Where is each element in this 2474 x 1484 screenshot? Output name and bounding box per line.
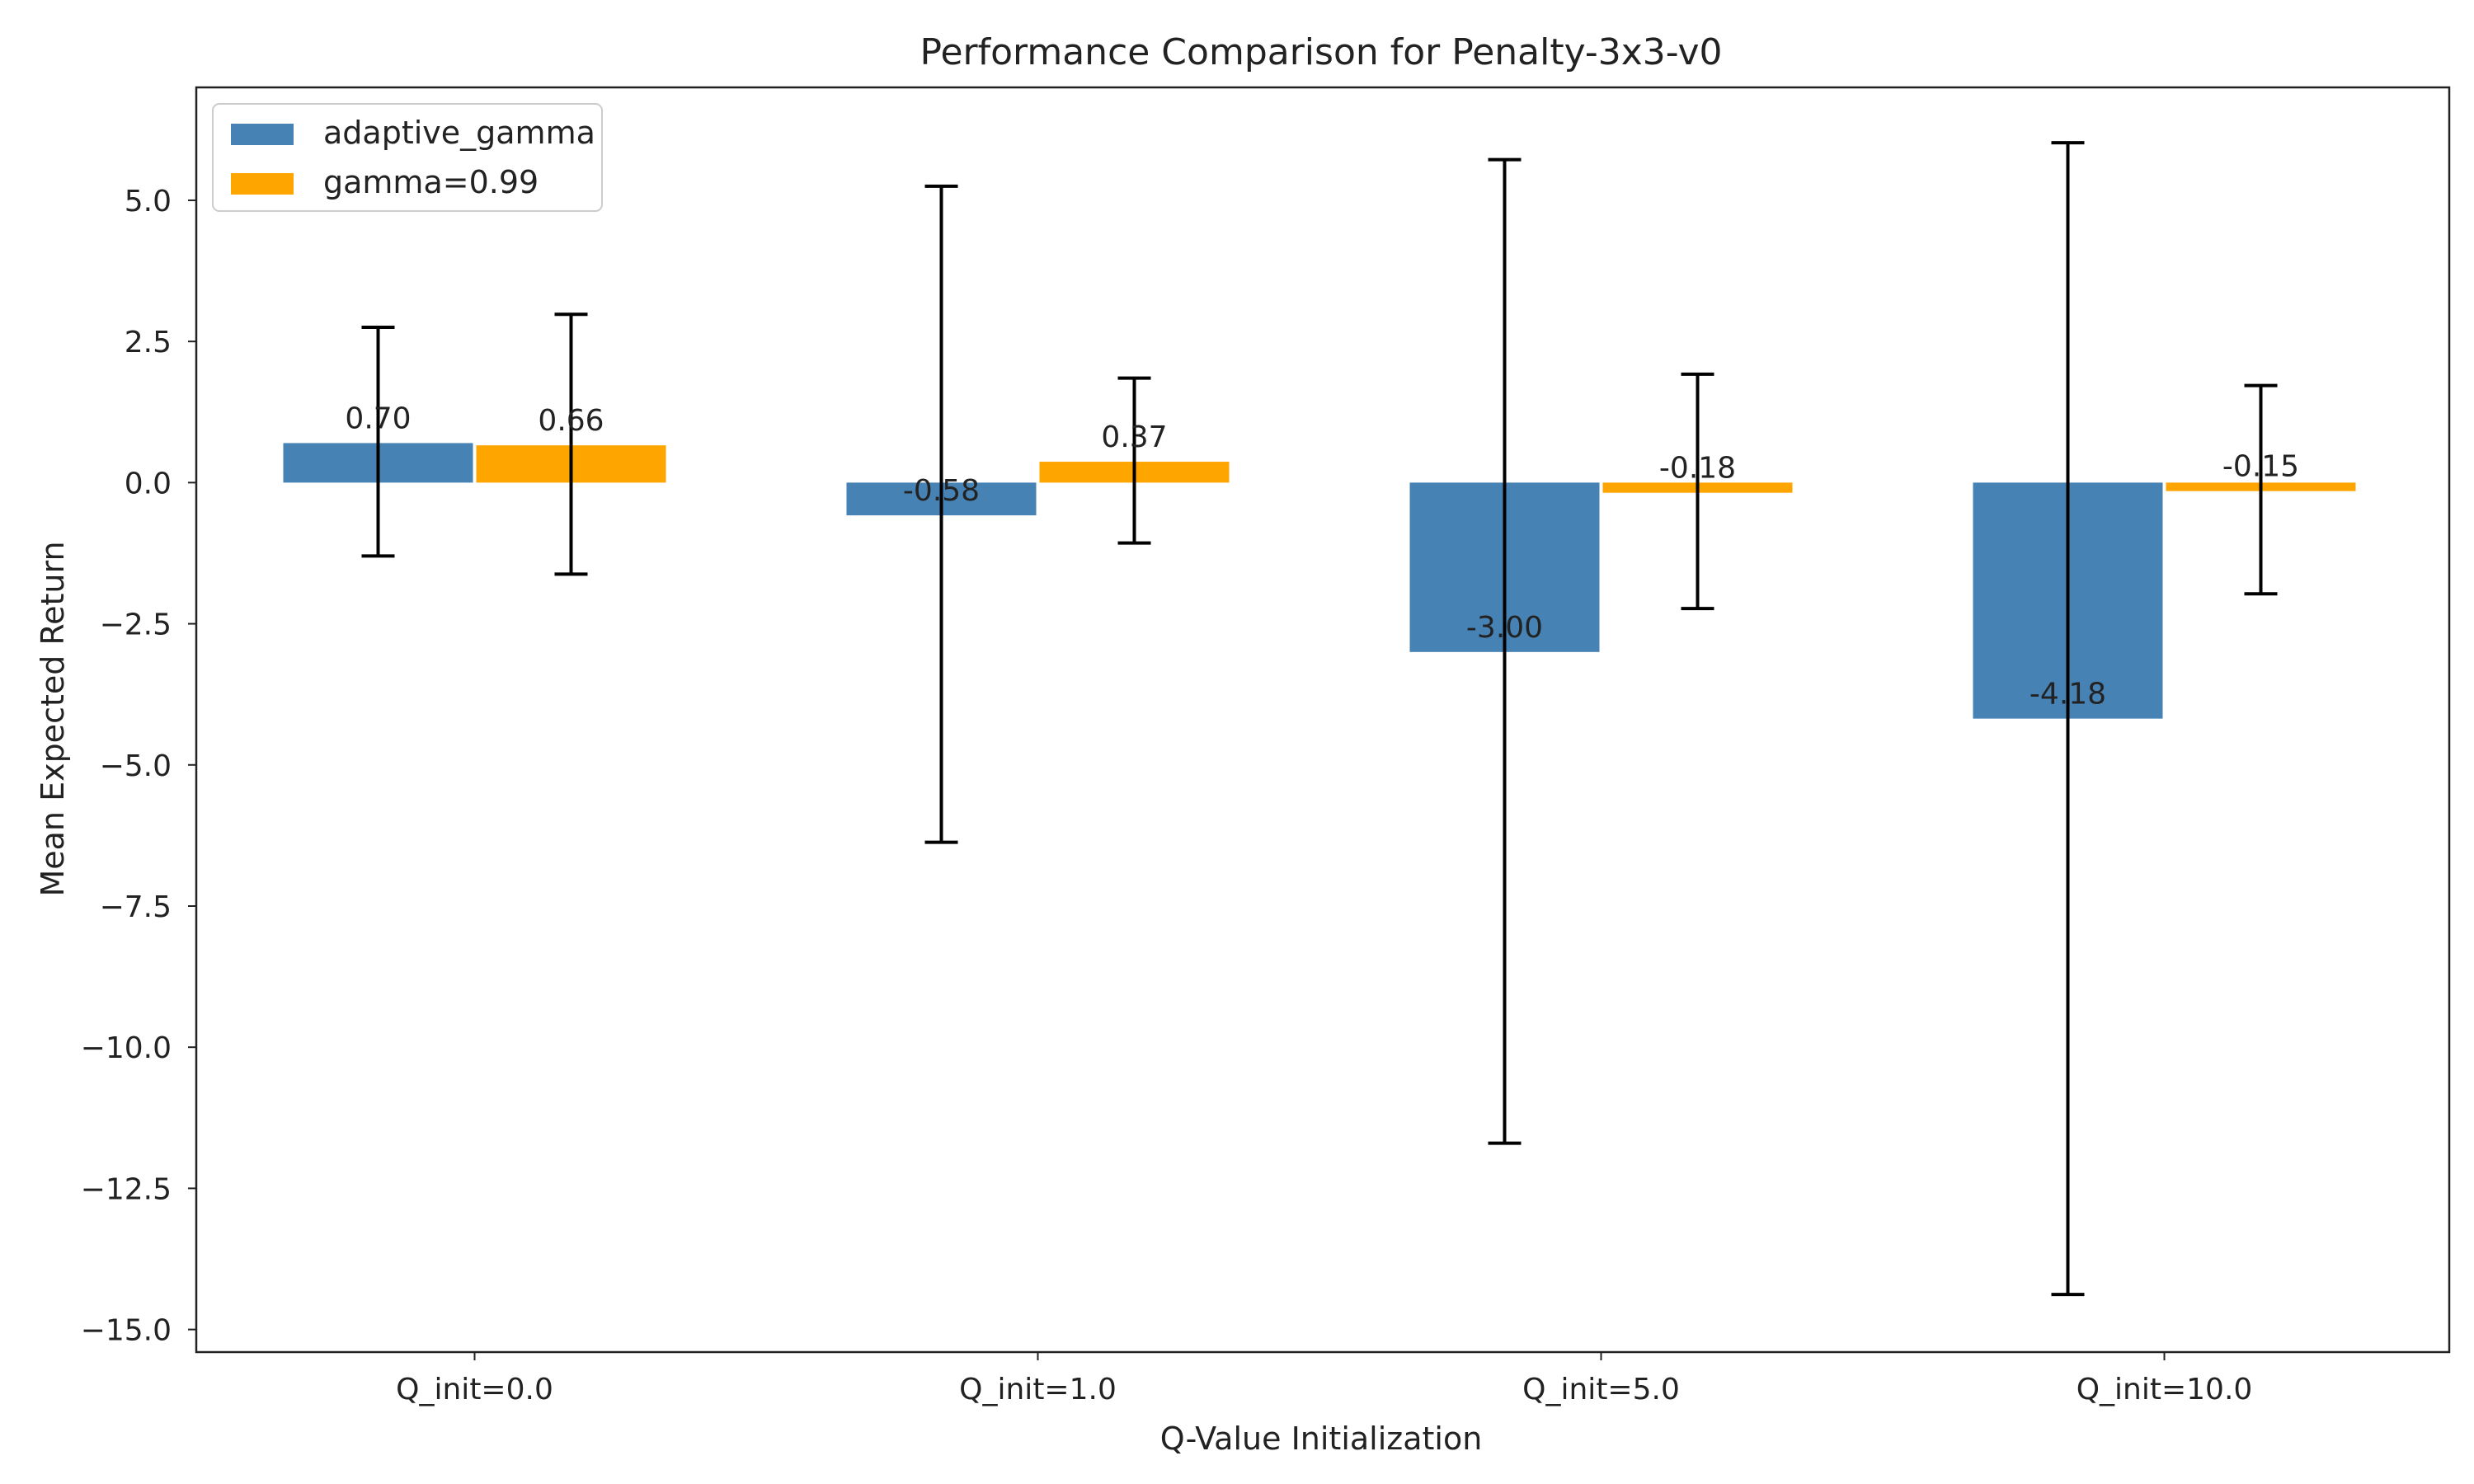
legend-label-adaptive_gamma: adaptive_gamma [323,115,595,151]
y-tick-label: −12.5 [81,1172,172,1206]
legend-box [212,103,603,212]
legend-swatch-gamma=0.99 [231,173,294,195]
x-tick-label: Q_init=5.0 [1522,1373,1680,1407]
y-tick-label: −10.0 [81,1031,172,1065]
data-labels-layer: 0.70 0.66 -0.58 0.37 -3.00 -0.18 -4.18 -0.15 [345,402,2299,711]
y-axis-ticks: 5.0 2.5 0.0 −2.5 −5.0 −7.5 −10.0 −12.5 −15.0 [81,185,196,1348]
data-label: -3.00 [1466,611,1543,645]
error-bars-layer [361,141,2278,1297]
data-label: -0.58 [903,474,980,508]
y-tick-label: −5.0 [100,749,172,783]
y-tick-label: 5.0 [125,185,172,218]
data-label: -4.18 [2030,678,2106,711]
y-tick-label: −15.0 [81,1314,172,1348]
x-tick-label: Q_init=10.0 [2077,1373,2253,1407]
y-tick-label: 2.5 [125,326,172,359]
x-tick-label: Q_init=0.0 [396,1373,553,1407]
x-axis-label: Q-Value Initialization [1160,1421,1483,1457]
legend-swatch-adaptive_gamma [231,124,294,145]
legend: adaptive_gamma gamma=0.99 [212,103,603,212]
y-axis-label: Mean Expected Return [35,541,71,896]
plot-frame [195,86,2451,1354]
y-tick-label: −7.5 [100,890,172,924]
y-tick-label: −2.5 [100,608,172,642]
data-label: -0.15 [2222,450,2299,484]
x-tick-label: Q_init=1.0 [959,1373,1117,1407]
legend-label-gamma=0.99: gamma=0.99 [323,164,539,200]
data-label: 0.37 [1101,420,1167,454]
data-label: 0.66 [538,404,604,438]
x-axis-ticks: Q_init=0.0 Q_init=1.0 Q_init=5.0 Q_init=10.… [396,1352,2252,1407]
y-tick-label: 0.0 [125,467,172,500]
chart-title: Performance Comparison for Penalty-3x3-v… [920,31,1723,73]
data-label: -0.18 [1659,452,1736,486]
data-label: 0.70 [345,402,411,435]
